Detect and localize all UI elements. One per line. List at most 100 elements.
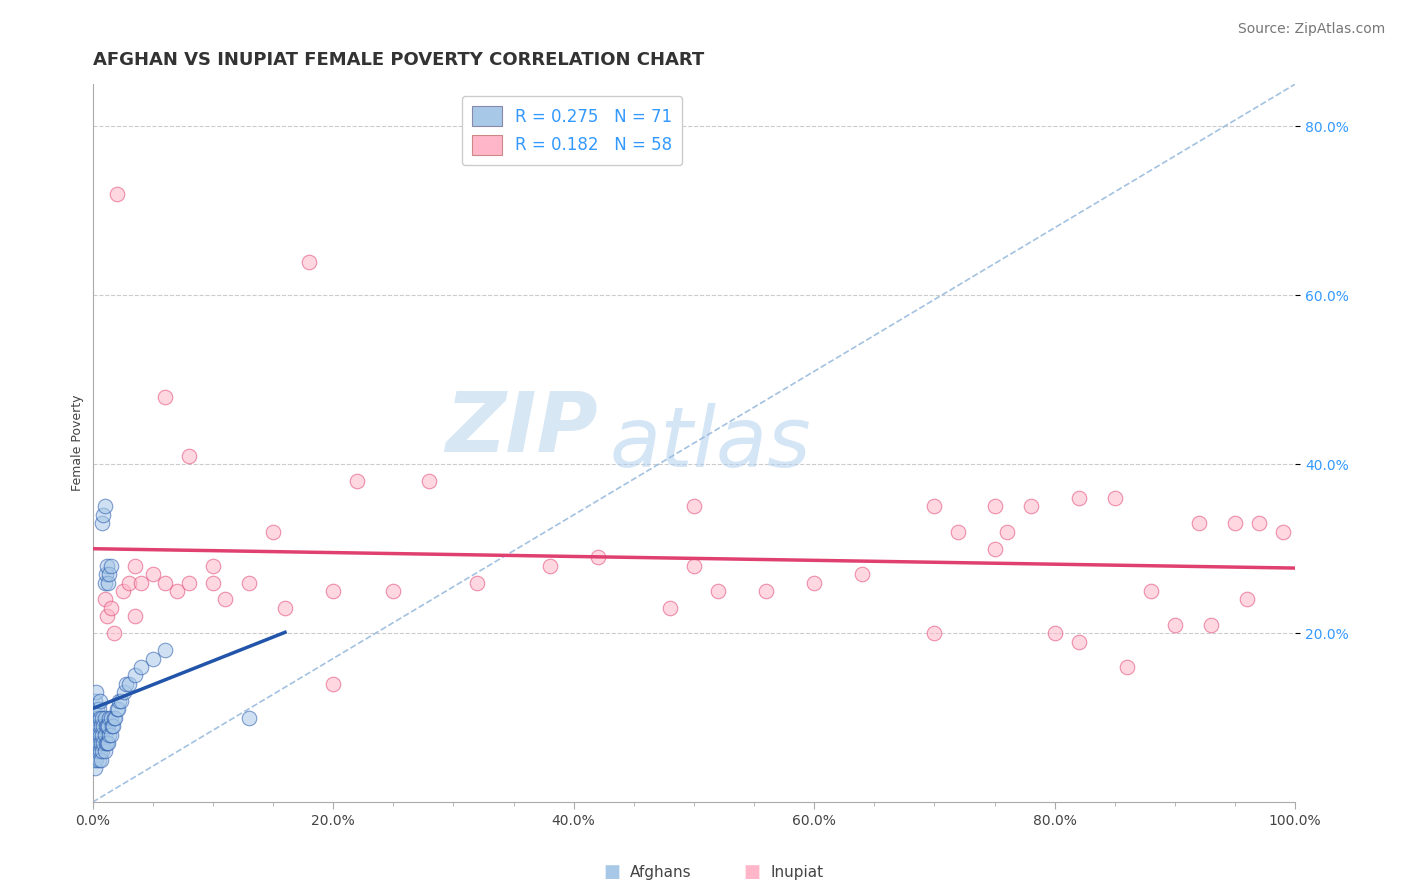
Point bbox=[89, 727, 111, 741]
Point bbox=[96, 736, 118, 750]
Point bbox=[1249, 516, 1271, 531]
Point bbox=[96, 558, 118, 573]
Point bbox=[83, 753, 105, 767]
Point bbox=[100, 727, 122, 741]
Point bbox=[118, 677, 141, 691]
Point bbox=[87, 719, 110, 733]
Point bbox=[86, 744, 108, 758]
Point bbox=[84, 736, 107, 750]
Point bbox=[346, 474, 368, 488]
Point bbox=[1236, 592, 1258, 607]
Point bbox=[298, 254, 321, 268]
Point bbox=[104, 711, 127, 725]
Point bbox=[91, 727, 114, 741]
Point bbox=[322, 677, 344, 691]
Point bbox=[238, 575, 260, 590]
Point bbox=[93, 736, 115, 750]
Point bbox=[100, 558, 122, 573]
Point bbox=[84, 694, 107, 708]
Point bbox=[924, 500, 946, 514]
Point bbox=[1067, 634, 1090, 648]
Text: Afghans: Afghans bbox=[630, 865, 692, 880]
Point bbox=[103, 626, 125, 640]
Point bbox=[1164, 617, 1187, 632]
Point bbox=[153, 390, 176, 404]
Point bbox=[1067, 491, 1090, 505]
Point bbox=[948, 524, 970, 539]
Point bbox=[87, 736, 110, 750]
Point bbox=[124, 558, 146, 573]
Point bbox=[166, 584, 188, 599]
Point bbox=[274, 600, 297, 615]
Point bbox=[91, 711, 114, 725]
Point bbox=[538, 558, 561, 573]
Point bbox=[1140, 584, 1163, 599]
Point bbox=[96, 719, 118, 733]
Point bbox=[89, 694, 111, 708]
Point bbox=[658, 600, 681, 615]
Point bbox=[87, 753, 110, 767]
Text: AFGHAN VS INUPIAT FEMALE POVERTY CORRELATION CHART: AFGHAN VS INUPIAT FEMALE POVERTY CORRELA… bbox=[93, 51, 704, 69]
Point bbox=[586, 550, 609, 565]
Point bbox=[803, 575, 825, 590]
Point bbox=[87, 702, 110, 716]
Point bbox=[100, 600, 122, 615]
Point bbox=[115, 677, 138, 691]
Point bbox=[995, 524, 1018, 539]
Point bbox=[142, 651, 165, 665]
Point bbox=[1199, 617, 1222, 632]
Point bbox=[111, 584, 134, 599]
Y-axis label: Female Poverty: Female Poverty bbox=[72, 395, 84, 491]
Point bbox=[84, 727, 107, 741]
Point bbox=[153, 643, 176, 657]
Point bbox=[129, 575, 152, 590]
Point bbox=[94, 719, 117, 733]
Point bbox=[86, 702, 108, 716]
Point bbox=[91, 516, 114, 531]
Point bbox=[851, 567, 873, 582]
Point bbox=[93, 575, 115, 590]
Point bbox=[103, 711, 125, 725]
Point bbox=[96, 609, 118, 624]
Point bbox=[1223, 516, 1246, 531]
Text: ■: ■ bbox=[744, 863, 761, 881]
Point bbox=[262, 524, 284, 539]
Point bbox=[100, 711, 122, 725]
Text: Inupiat: Inupiat bbox=[770, 865, 824, 880]
Point bbox=[238, 711, 260, 725]
Point bbox=[1188, 516, 1211, 531]
Point bbox=[84, 761, 107, 775]
Point bbox=[90, 753, 112, 767]
Point bbox=[418, 474, 440, 488]
Point bbox=[1272, 524, 1295, 539]
Point bbox=[90, 736, 112, 750]
Point bbox=[84, 685, 107, 699]
Point bbox=[93, 592, 115, 607]
Point bbox=[84, 753, 107, 767]
Point bbox=[83, 727, 105, 741]
Point bbox=[1115, 660, 1137, 674]
Point bbox=[93, 744, 115, 758]
Point bbox=[84, 711, 107, 725]
Text: ■: ■ bbox=[603, 863, 620, 881]
Point bbox=[105, 186, 128, 201]
Point bbox=[110, 694, 132, 708]
Point bbox=[322, 584, 344, 599]
Point bbox=[89, 744, 111, 758]
Point bbox=[97, 719, 120, 733]
Point bbox=[84, 719, 107, 733]
Point bbox=[983, 541, 1005, 556]
Point bbox=[201, 558, 224, 573]
Text: Source: ZipAtlas.com: Source: ZipAtlas.com bbox=[1237, 22, 1385, 37]
Point bbox=[124, 668, 146, 682]
Point bbox=[924, 626, 946, 640]
Point bbox=[755, 584, 778, 599]
Point bbox=[90, 719, 112, 733]
Point bbox=[97, 736, 120, 750]
Point bbox=[93, 711, 115, 725]
Text: atlas: atlas bbox=[610, 402, 811, 483]
Point bbox=[142, 567, 165, 582]
Point bbox=[98, 727, 121, 741]
Point bbox=[983, 500, 1005, 514]
Point bbox=[382, 584, 405, 599]
